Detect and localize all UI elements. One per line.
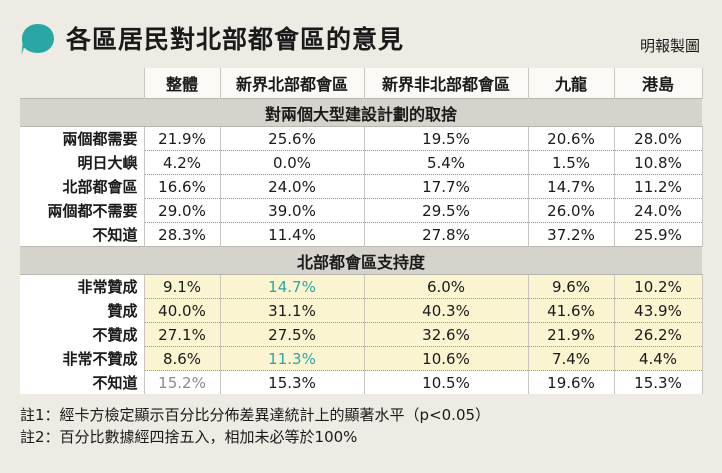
- table-cell: 31.1%: [219, 298, 365, 323]
- footnote: 註1：經卡方檢定顯示百分比分佈差異達統計上的顯著水平（p<0.05）: [20, 406, 491, 424]
- page-title: 各區居民對北部都會區的意見: [66, 25, 405, 54]
- table-cell: 15.3%: [613, 370, 703, 394]
- table-row: 明日大嶼 4.2% 0.0% 5.4% 1.5% 10.8%: [20, 150, 703, 175]
- table-row: 贊成 40.0% 31.1% 40.3% 41.6% 43.9%: [20, 298, 703, 323]
- table-cell: 4.4%: [613, 346, 703, 371]
- section-header: 對兩個大型建設計劃的取捨: [20, 98, 702, 127]
- table-cell: 27.5%: [219, 322, 365, 347]
- table-cell: 10.5%: [363, 370, 529, 394]
- table-cell: 24.0%: [219, 174, 365, 199]
- table-cell: 26.0%: [527, 198, 615, 223]
- table-row: 不知道 15.2% 15.3% 10.5% 19.6% 15.3%: [20, 370, 703, 394]
- table-cell: 26.2%: [613, 322, 703, 347]
- table-row: 不贊成 27.1% 27.5% 32.6% 21.9% 26.2%: [20, 322, 703, 347]
- table-cell: 16.6%: [143, 174, 221, 199]
- footnote: 註2：百分比數據經四捨五入，相加未必等於100%: [20, 428, 358, 446]
- column-header: 整體: [143, 68, 221, 99]
- table-cell: 39.0%: [219, 198, 365, 223]
- table-cell: 4.2%: [143, 150, 221, 175]
- table-cell: 29.0%: [143, 198, 221, 223]
- table-cell: 19.6%: [527, 370, 615, 394]
- table-cell: 8.6%: [143, 346, 221, 371]
- table-row: 北部都會區 16.6% 24.0% 17.7% 14.7% 11.2%: [20, 174, 703, 199]
- table-cell: 10.2%: [613, 274, 703, 299]
- significant-cell: 14.7%: [219, 274, 365, 299]
- section-title: 北部都會區支持度: [20, 246, 702, 275]
- table-cell: 27.8%: [363, 222, 529, 247]
- table-cell: 17.7%: [363, 174, 529, 199]
- table-cell: 28.3%: [143, 222, 221, 247]
- table-cell: 21.9%: [527, 322, 615, 347]
- row-label: 明日大嶼: [20, 150, 144, 175]
- table-cell: 10.6%: [363, 346, 529, 371]
- table-cell: 5.4%: [363, 150, 529, 175]
- row-label: 兩個都需要: [20, 126, 144, 151]
- table-cell: 11.4%: [219, 222, 365, 247]
- table-row: 非常不贊成 8.6% 11.3% 10.6% 7.4% 4.4%: [20, 346, 703, 371]
- table-cell: 15.3%: [219, 370, 365, 394]
- table-cell: 37.2%: [527, 222, 615, 247]
- table-cell: 7.4%: [527, 346, 615, 371]
- table-cell: 28.0%: [613, 126, 703, 151]
- row-label: 非常贊成: [20, 274, 144, 299]
- table-cell: 20.6%: [527, 126, 615, 151]
- column-header: 新界北部都會區: [219, 68, 365, 99]
- table-row: 兩個都需要 21.9% 25.6% 19.5% 20.6% 28.0%: [20, 126, 703, 151]
- row-label: 贊成: [20, 298, 144, 323]
- row-label: 非常不贊成: [20, 346, 144, 371]
- table-cell: 41.6%: [527, 298, 615, 323]
- table-cell: 0.0%: [219, 150, 365, 175]
- table-cell: 6.0%: [363, 274, 529, 299]
- table-cell: 40.0%: [143, 298, 221, 323]
- table-row: 非常贊成 9.1% 14.7% 6.0% 9.6% 10.2%: [20, 274, 703, 299]
- header-row: 整體 新界北部都會區 新界非北部都會區 九龍 港島: [20, 68, 703, 99]
- table-cell: 25.6%: [219, 126, 365, 151]
- table-cell: 29.5%: [363, 198, 529, 223]
- table-cell: 25.9%: [613, 222, 703, 247]
- column-header: 港島: [613, 68, 703, 99]
- speech-bubble-icon: [21, 24, 54, 55]
- table-cell: 15.2%: [143, 370, 221, 394]
- header-spacer: [20, 68, 144, 99]
- table-cell: 19.5%: [363, 126, 529, 151]
- table-cell: 21.9%: [143, 126, 221, 151]
- section-title: 對兩個大型建設計劃的取捨: [20, 98, 702, 127]
- table-cell: 9.1%: [143, 274, 221, 299]
- row-label: 不知道: [20, 370, 144, 394]
- section-header: 北部都會區支持度: [20, 246, 702, 275]
- table-cell: 43.9%: [613, 298, 703, 323]
- table-cell: 10.8%: [613, 150, 703, 175]
- row-label: 不贊成: [20, 322, 144, 347]
- table-cell: 11.2%: [613, 174, 703, 199]
- table-row: 不知道 28.3% 11.4% 27.8% 37.2% 25.9%: [20, 222, 703, 247]
- opinion-table: 整體 新界北部都會區 新界非北部都會區 九龍 港島 對兩個大型建設計劃的取捨 兩…: [20, 68, 703, 394]
- credit-label: 明報製圖: [639, 37, 700, 55]
- footnotes: 註1：經卡方檢定顯示百分比分佈差異達統計上的顯著水平（p<0.05） 註2：百分…: [20, 404, 490, 448]
- table-cell: 32.6%: [363, 322, 529, 347]
- table-cell: 40.3%: [363, 298, 529, 323]
- row-label: 北部都會區: [20, 174, 144, 199]
- table-cell: 24.0%: [613, 198, 703, 223]
- column-header: 九龍: [527, 68, 615, 99]
- table-row: 兩個都不需要 29.0% 39.0% 29.5% 26.0% 24.0%: [20, 198, 703, 223]
- table-cell: 14.7%: [527, 174, 615, 199]
- table-cell: 27.1%: [143, 322, 221, 347]
- row-label: 兩個都不需要: [20, 198, 144, 223]
- column-header: 新界非北部都會區: [363, 68, 529, 99]
- table-cell: 9.6%: [527, 274, 615, 299]
- significant-cell: 11.3%: [219, 346, 365, 371]
- table-cell: 1.5%: [527, 150, 615, 175]
- row-label: 不知道: [20, 222, 144, 247]
